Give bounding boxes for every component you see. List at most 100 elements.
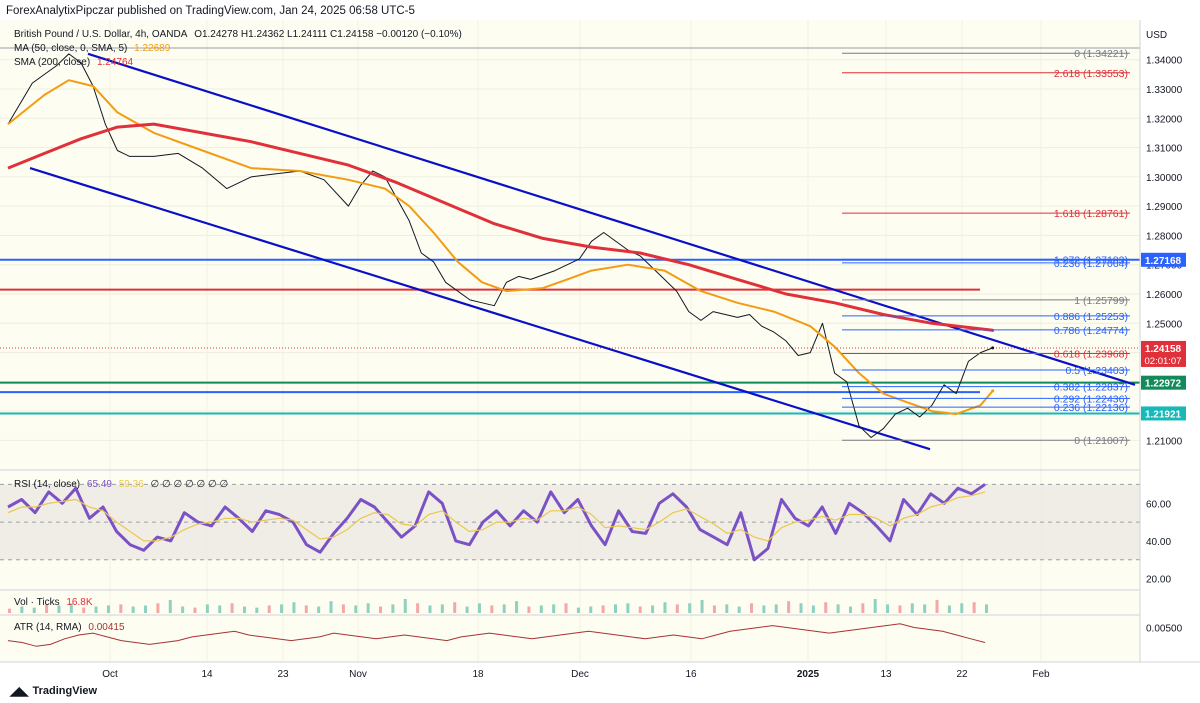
x-tick-label: 18 xyxy=(472,669,484,680)
rsi-value: 65.49 xyxy=(86,479,112,490)
volume-bar xyxy=(440,604,444,613)
volume-bar xyxy=(341,604,345,613)
volume-bar xyxy=(774,604,778,613)
volume-bar xyxy=(242,606,246,613)
volume-bar xyxy=(861,603,865,613)
y-tick-label: 1.30000 xyxy=(1146,173,1183,184)
rsi-ma-line xyxy=(7,491,986,542)
volume-bar xyxy=(712,605,716,613)
volume-bar xyxy=(762,605,766,613)
volume-bar xyxy=(490,605,494,613)
y-tick-label: 1.33000 xyxy=(1146,85,1183,96)
volume-bar xyxy=(292,602,296,613)
volume-bar xyxy=(910,603,914,613)
volume-bar xyxy=(317,606,321,613)
fib-lower-label: 1 (1.25799) xyxy=(1074,295,1128,307)
ma50-legend[interactable]: MA (50, close, 0, SMA, 5) 1.22689 xyxy=(14,43,174,54)
volume-bar xyxy=(527,606,531,613)
volume-legend[interactable]: Vol · Ticks 16.8K xyxy=(14,597,97,608)
channel-lower-line xyxy=(29,167,931,451)
level-tag-label: 1.27168 xyxy=(1145,256,1182,267)
volume-bar xyxy=(106,605,110,613)
x-tick-label: Feb xyxy=(1032,669,1050,680)
fib-lower-label: 0.236 (1.27064) xyxy=(1054,258,1128,270)
level-tag-label: 1.22972 xyxy=(1145,379,1182,390)
vol-label: Vol · Ticks xyxy=(14,597,60,608)
volume-bar xyxy=(886,604,890,613)
footer-brand[interactable]: ◢◣ TradingView xyxy=(10,684,97,698)
volume-bar xyxy=(700,600,704,613)
x-tick-label: 2025 xyxy=(797,669,820,680)
volume-bar xyxy=(972,602,976,613)
rsi-tick-label: 60.00 xyxy=(1146,499,1171,510)
last-price-tag xyxy=(1141,340,1186,367)
volume-bar xyxy=(898,605,902,613)
volume-bar xyxy=(428,605,432,613)
volume-bar xyxy=(601,605,605,613)
volume-bar xyxy=(613,604,617,613)
y-tick-label: 1.29000 xyxy=(1146,202,1183,213)
volume-bar xyxy=(477,603,481,613)
volume-bar xyxy=(193,607,197,613)
fib-lower-label: 0.886 (1.25253) xyxy=(1054,311,1128,323)
volume-bar xyxy=(329,601,333,613)
volume-bar xyxy=(205,604,209,613)
volume-bar xyxy=(935,600,939,613)
horizontal-levels xyxy=(0,47,1140,415)
volume-bar xyxy=(787,601,791,613)
volume-bar xyxy=(638,606,642,613)
volume-bar xyxy=(502,604,506,613)
sma200-value: 1.24764 xyxy=(96,57,134,68)
fibonacci-levels: 0 (1.34221) 2.618 (1.33553) 1.618 (1.28761… xyxy=(842,48,1130,447)
ma50-label: MA (50, close, 0, SMA, 5) xyxy=(14,43,128,54)
volume-bar xyxy=(539,605,543,613)
atr-tick-label: 0.00500 xyxy=(1146,624,1183,635)
volume-bar xyxy=(725,604,729,613)
countdown-label: 02:01:07 xyxy=(1145,356,1182,367)
fib-upper-label: 2.618 (1.33553) xyxy=(1054,68,1128,80)
volume-bar xyxy=(45,604,49,613)
y-tick-label: 1.25000 xyxy=(1146,319,1183,330)
rsi-panel xyxy=(0,483,1140,562)
volume-bar xyxy=(589,606,593,613)
price-line-end-point xyxy=(991,346,995,350)
x-tick-label: 22 xyxy=(956,669,968,680)
volume-panel xyxy=(8,599,988,613)
x-tick-label: 13 xyxy=(880,669,892,680)
last-price-label: 1.24158 xyxy=(1145,344,1182,355)
y-tick-label: 1.32000 xyxy=(1146,114,1183,125)
x-tick-label: Nov xyxy=(349,669,367,680)
rsi-line xyxy=(7,483,986,562)
volume-bar xyxy=(69,603,73,613)
y-tick-label: 1.21000 xyxy=(1146,436,1183,447)
instrument-legend[interactable]: British Pound / U.S. Dollar, 4h, OANDA O… xyxy=(14,29,466,40)
x-tick-label: Oct xyxy=(102,669,118,680)
atr-legend[interactable]: ATR (14, RMA) 0.00415 xyxy=(14,622,129,633)
y-tick-label: 1.26000 xyxy=(1146,290,1183,301)
volume-bar xyxy=(576,607,580,613)
volume-bar xyxy=(750,603,754,613)
volume-bar xyxy=(144,605,148,613)
x-tick-label: 23 xyxy=(277,669,289,680)
level-tag xyxy=(1141,375,1186,390)
volume-bar xyxy=(403,599,407,613)
rsi-zeros: ∅ ∅ ∅ ∅ ∅ ∅ ∅ xyxy=(150,479,229,490)
fib-lower-label: 0.786 (1.24774) xyxy=(1054,325,1128,337)
sma200-legend[interactable]: SMA (200, close) 1.24764 xyxy=(14,57,137,68)
atr-panel xyxy=(7,623,986,647)
vol-value: 16.8K xyxy=(66,597,93,608)
sma200-label: SMA (200, close) xyxy=(14,57,91,68)
volume-bar xyxy=(811,605,815,613)
volume-bar xyxy=(131,606,135,613)
fib-upper-label: 0 (1.34221) xyxy=(1074,48,1128,60)
volume-bar xyxy=(552,604,556,613)
plot-area xyxy=(0,20,1140,662)
volume-bar xyxy=(824,602,828,613)
volume-bar xyxy=(119,604,123,613)
rsi-legend[interactable]: RSI (14, close) 65.49 59.36 ∅ ∅ ∅ ∅ ∅ ∅ … xyxy=(14,479,232,490)
volume-bar xyxy=(20,606,24,613)
volume-bar xyxy=(960,603,964,613)
volume-bar xyxy=(836,604,840,613)
